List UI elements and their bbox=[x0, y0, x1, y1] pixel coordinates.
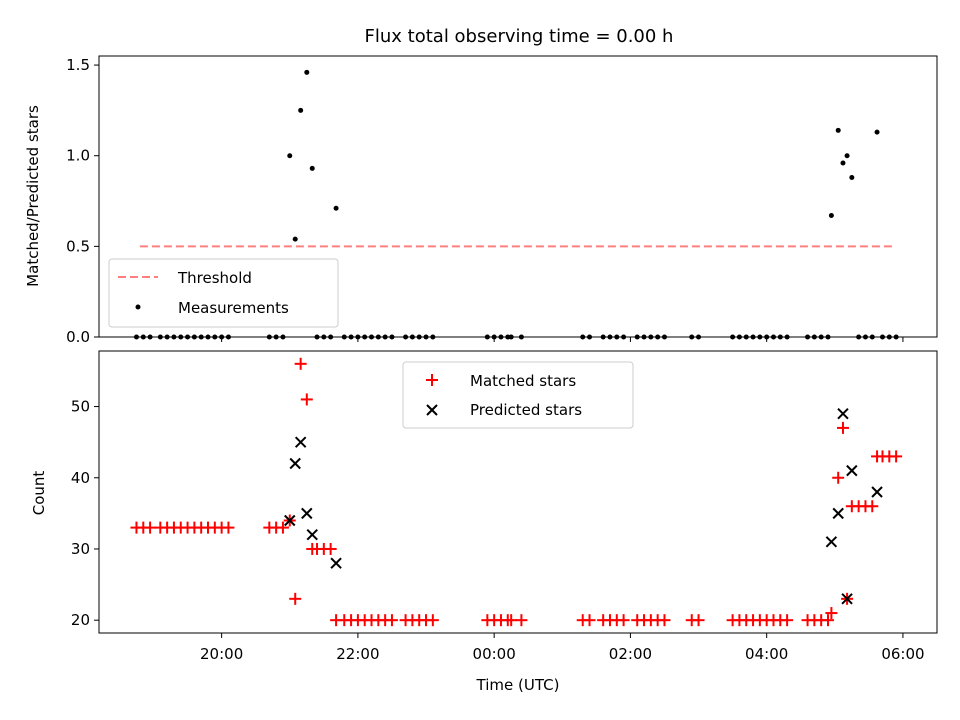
ratio-panel: 0.0 0.5 1.0 1.5 Matched/Predicted stars Thr… bbox=[24, 55, 938, 346]
matched-point bbox=[583, 614, 596, 627]
matched-point bbox=[692, 614, 705, 627]
measurement-point bbox=[840, 160, 846, 166]
matched-point bbox=[658, 614, 671, 627]
measurement-point bbox=[309, 165, 315, 171]
measurement-point bbox=[844, 153, 850, 159]
matched-point bbox=[324, 542, 337, 555]
matched-point bbox=[426, 614, 439, 627]
legend-predicted-swatch bbox=[426, 404, 438, 416]
matched-point bbox=[222, 521, 235, 534]
legend-matched-label: Matched stars bbox=[470, 372, 576, 390]
predicted-point bbox=[301, 507, 313, 520]
x-tick-label: 22:00 bbox=[336, 645, 379, 663]
matched-point bbox=[890, 450, 903, 463]
matched-point bbox=[832, 471, 845, 484]
y-tick-label: 30 bbox=[71, 540, 90, 558]
predicted-point bbox=[330, 557, 342, 569]
matched-point bbox=[836, 421, 849, 434]
matched-point bbox=[781, 614, 794, 627]
measurement-point bbox=[287, 153, 293, 159]
predicted-point bbox=[871, 486, 883, 498]
measurement-point bbox=[298, 107, 304, 113]
predicted-point bbox=[289, 457, 301, 470]
measurement-point bbox=[828, 213, 834, 219]
predicted-point bbox=[837, 407, 849, 420]
matched-point bbox=[276, 521, 289, 534]
predicted-point bbox=[841, 593, 853, 605]
x-tick-label: 02:00 bbox=[609, 645, 652, 663]
count-axes-frame bbox=[98, 350, 938, 634]
chart-title: Flux total observing time = 0.00 h bbox=[365, 26, 674, 47]
ratio-y-axis: 0.0 0.5 1.0 1.5 bbox=[66, 56, 99, 346]
y-tick-label: 20 bbox=[71, 611, 90, 629]
ratio-x-ticks bbox=[221, 337, 904, 342]
x-axis-label: Time (UTC) bbox=[476, 676, 560, 694]
matched-point bbox=[505, 614, 518, 627]
matched-point bbox=[515, 614, 528, 627]
matched-point bbox=[289, 592, 302, 605]
matched-point bbox=[294, 357, 307, 370]
legend-measurements-swatch bbox=[135, 304, 141, 310]
predicted-point bbox=[846, 464, 858, 477]
predicted-point bbox=[284, 514, 296, 527]
x-tick-label: 00:00 bbox=[473, 645, 516, 663]
matched-point bbox=[617, 614, 630, 627]
count-legend: Matched stars Predicted stars bbox=[402, 361, 634, 429]
legend-measurements-label: Measurements bbox=[178, 299, 289, 317]
y-tick-label: 0.0 bbox=[66, 328, 90, 346]
legend-threshold-label: Threshold bbox=[177, 269, 252, 287]
measurement-point bbox=[304, 69, 310, 75]
ratio-legend-box bbox=[108, 258, 339, 328]
predicted-point bbox=[825, 536, 838, 548]
measurement-point bbox=[333, 205, 339, 211]
measurement-point bbox=[292, 236, 298, 242]
ratio-axes-frame bbox=[98, 55, 938, 338]
x-tick-label: 04:00 bbox=[745, 645, 788, 663]
matched-point bbox=[825, 607, 838, 620]
measurement-point bbox=[835, 127, 841, 133]
y-tick-label: 1.5 bbox=[66, 56, 90, 74]
measurement-point bbox=[874, 129, 880, 135]
ratio-legend: Threshold Measurements bbox=[108, 258, 339, 328]
matched-point bbox=[866, 500, 879, 513]
count-x-axis: 20:00 22:00 00:00 02:00 04:00 06:00 bbox=[200, 633, 925, 663]
x-tick-label: 20:00 bbox=[200, 645, 243, 663]
matched-point bbox=[385, 614, 398, 627]
matched-point bbox=[821, 614, 834, 627]
legend-matched-swatch bbox=[426, 374, 438, 386]
predicted-point bbox=[306, 529, 318, 541]
matched-point bbox=[144, 521, 157, 534]
y-tick-label: 1.0 bbox=[66, 147, 90, 165]
predicted-point bbox=[832, 507, 844, 520]
x-tick-label: 06:00 bbox=[881, 645, 924, 663]
predicted-point bbox=[294, 436, 307, 448]
count-y-axis: 20 30 40 50 bbox=[71, 398, 99, 629]
count-plot-area bbox=[130, 357, 903, 627]
count-y-label: Count bbox=[30, 471, 48, 516]
legend-predicted-label: Predicted stars bbox=[470, 401, 582, 419]
measurement-point bbox=[849, 174, 855, 180]
y-tick-label: 0.5 bbox=[66, 237, 90, 255]
count-legend-box bbox=[402, 361, 634, 429]
y-tick-label: 50 bbox=[71, 398, 90, 416]
matched-point bbox=[300, 393, 313, 406]
y-tick-label: 40 bbox=[71, 469, 90, 487]
ratio-y-label: Matched/Predicted stars bbox=[24, 105, 42, 287]
